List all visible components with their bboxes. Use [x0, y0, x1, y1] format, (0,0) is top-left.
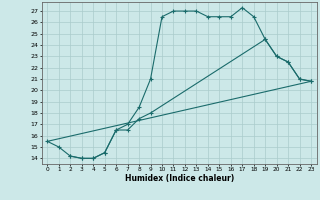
X-axis label: Humidex (Indice chaleur): Humidex (Indice chaleur) [124, 174, 234, 183]
